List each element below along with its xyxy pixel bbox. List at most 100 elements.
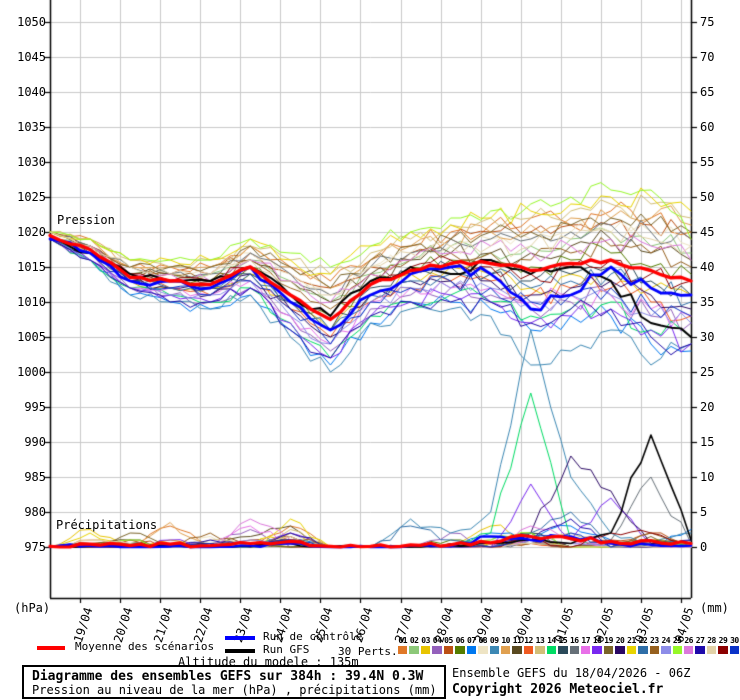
pert-color-swatch (443, 646, 454, 654)
pert-legend-item: 13 (534, 636, 545, 654)
pert-number: 05 (444, 636, 453, 645)
pert-legend-item: 10 (500, 636, 511, 654)
pert-number: 10 (501, 636, 510, 645)
pert-legend-item: 18 (591, 636, 602, 654)
gfs-legend-label: Run GFS (263, 643, 310, 656)
pert-color-swatch (478, 646, 488, 654)
pert-number: 01 (398, 636, 408, 645)
pert-number: 17 (581, 636, 591, 645)
pert-number: 27 (695, 636, 705, 645)
pert-color-swatch (535, 646, 545, 654)
pert-number: 03 (421, 636, 430, 645)
precip-tick-label: 40 (700, 260, 715, 274)
precip-tick-label: 75 (700, 15, 715, 29)
pressure-tick-label: 1030 (17, 155, 46, 169)
pert-color-swatch (500, 646, 511, 654)
control-line-swatch (225, 636, 255, 640)
pert-color-swatch (661, 646, 671, 654)
pert-color-swatch (420, 646, 431, 654)
precip-tick-label: 25 (700, 365, 715, 379)
pert-number: 24 (661, 636, 671, 645)
pert-legend-item: 02 (408, 636, 419, 654)
pert-color-swatch (729, 646, 740, 654)
pert-number: 09 (489, 636, 499, 645)
pressure-tick-label: 1015 (17, 260, 46, 274)
pert-number: 13 (535, 636, 545, 645)
pert-number: 07 (467, 636, 476, 645)
pert-legend-item: 21 (626, 636, 637, 654)
precip-tick-label: 55 (700, 155, 715, 169)
pert-legend-item: 05 (443, 636, 454, 654)
precip-tick-label: 15 (700, 435, 715, 449)
precip-unit-label: (mm) (700, 601, 729, 615)
pressure-tick-label: 990 (24, 435, 46, 449)
copyright-label: Copyright 2026 Meteociel.fr (452, 682, 664, 697)
pert-color-swatch (706, 646, 717, 654)
pressure-section-label: Pression (57, 213, 115, 227)
pressure-tick-label: 995 (24, 400, 46, 414)
ensemble-chart-canvas (0, 0, 740, 614)
pert-number: 16 (569, 636, 579, 645)
precip-tick-label: 50 (700, 190, 715, 204)
pressure-tick-label: 1040 (17, 85, 46, 99)
pert-number: 14 (547, 636, 556, 645)
precip-tick-label: 5 (700, 505, 708, 519)
pert-color-swatch (718, 646, 728, 654)
precip-tick-label: 30 (700, 330, 715, 344)
pert-legend-item: 19 (603, 636, 614, 654)
chart-subtitle: Pression au niveau de la mer (hPa) , pré… (32, 683, 437, 697)
control-legend-label: Run de contrôle (263, 630, 363, 643)
mean-line-swatch (37, 646, 65, 650)
pert-number: 28 (707, 636, 716, 645)
pert-color-swatch (649, 646, 660, 654)
pert-legend-item: 27 (694, 636, 705, 654)
pert-color-swatch (626, 646, 637, 654)
pert-legend-item: 14 (546, 636, 557, 654)
pert-color-swatch (615, 646, 625, 654)
pert-legend-item: 11 (511, 636, 522, 654)
pert-legend-item: 22 (637, 636, 648, 654)
pert-legend-item: 26 (683, 636, 694, 654)
pert-legend-item: 25 (672, 636, 683, 654)
pressure-tick-label: 980 (24, 505, 46, 519)
pressure-unit-label: (hPa) (14, 601, 51, 615)
precip-tick-label: 45 (700, 225, 715, 239)
pressure-tick-label: 1005 (17, 330, 46, 344)
pert-number: 22 (638, 636, 648, 645)
pressure-tick-label: 1035 (17, 120, 46, 134)
pressure-tick-label: 985 (24, 470, 46, 484)
pert-legend-item: 04 (431, 636, 442, 654)
pressure-tick-label: 1025 (17, 190, 46, 204)
pert-legend-item: 06 (454, 636, 465, 654)
pert-color-swatch (695, 646, 705, 654)
pert-color-swatch (638, 646, 648, 654)
pert-number: 25 (672, 636, 682, 645)
mean-legend-label: Moyenne des scénarios (75, 640, 215, 653)
pert-legend-item: 03 (420, 636, 431, 654)
pert-number: 26 (684, 636, 693, 645)
pert-legend-item: 30 (729, 636, 740, 654)
pert-number: 18 (592, 636, 602, 645)
run-info-label: Ensemble GEFS du 18/04/2026 - 06Z (452, 666, 691, 680)
pert-legend-item: 28 (706, 636, 717, 654)
pert-number: 02 (409, 636, 419, 645)
pert-legend-item: 23 (649, 636, 660, 654)
pert-number: 23 (650, 636, 659, 645)
pert-number: 12 (524, 636, 533, 645)
precip-tick-label: 10 (700, 470, 715, 484)
pert-color-swatch (512, 646, 522, 654)
precip-tick-label: 35 (700, 295, 715, 309)
pert-legend-item: 17 (580, 636, 591, 654)
pert-color-swatch (398, 646, 408, 654)
pert-color-swatch (523, 646, 534, 654)
pressure-tick-label: 1045 (17, 50, 46, 64)
pert-color-swatch (672, 646, 682, 654)
pert-number: 11 (512, 636, 522, 645)
pert-color-swatch (546, 646, 557, 654)
perturbation-color-legend: 01 02 03 04 05 06 07 08 09 10 11 12 13 14 15 16 17 18 19 20… (397, 636, 740, 654)
pert-legend-item: 20 (614, 636, 625, 654)
pert-legend-item: 12 (523, 636, 534, 654)
pert-color-swatch (432, 646, 442, 654)
pert-number: 08 (478, 636, 488, 645)
